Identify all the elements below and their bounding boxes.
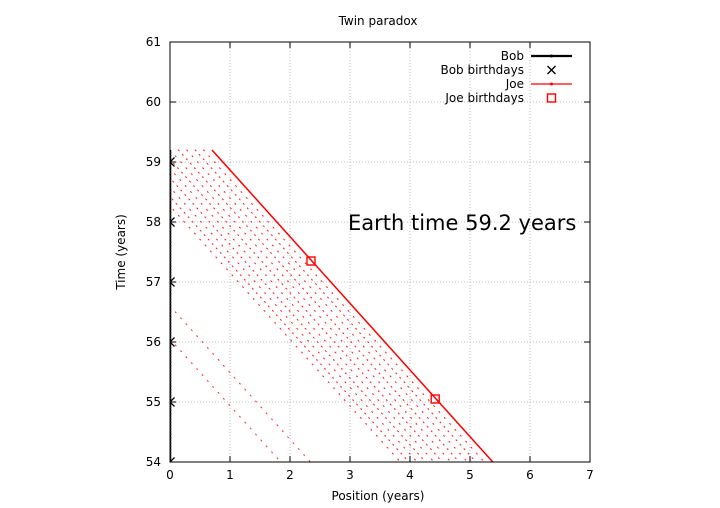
series-line-joe <box>211 149 494 462</box>
y-axis-label: Time (years) <box>114 214 128 291</box>
bob-birthday-stroke <box>170 337 175 343</box>
x-axis-label: Position (years) <box>332 489 425 503</box>
joe-trail-dots <box>170 338 282 462</box>
joe-trail-dots <box>170 149 452 462</box>
plot-frame <box>169 41 591 463</box>
legend-label: Bob birthdays <box>440 63 524 77</box>
chart-annotation: Earth time 59.2 years <box>348 211 576 235</box>
joe-trail-dots <box>170 167 435 462</box>
legend-swatch-point <box>550 54 553 58</box>
joe-trail-dots <box>170 177 427 462</box>
bob-birthday-stroke <box>170 341 175 347</box>
y-tick-label: 54 <box>146 455 161 469</box>
trail-dots-layer <box>170 149 485 462</box>
joe-trail-dots <box>170 305 311 462</box>
y-tick-label: 56 <box>146 335 161 349</box>
x-tick-label: 7 <box>586 468 594 482</box>
bob-birthday-stroke <box>170 221 175 227</box>
x-tick-label: 5 <box>466 468 474 482</box>
grid-layer <box>170 42 590 462</box>
legend-swatch-square <box>546 93 557 103</box>
tick-layer <box>169 41 591 463</box>
bob-birthday-marker <box>170 337 175 347</box>
bob-birthday-stroke <box>170 397 175 403</box>
y-tick-label: 55 <box>146 395 161 409</box>
bob-birthday-marker <box>170 217 175 227</box>
y-tick-label: 57 <box>146 275 161 289</box>
chart-title: Twin paradox <box>338 14 418 28</box>
bob-birthday-stroke <box>170 217 175 223</box>
joe-trail-dots <box>186 149 469 462</box>
joe-birthday-marker <box>430 394 440 404</box>
bob-birthday-marker <box>170 397 175 407</box>
series-layer <box>170 149 494 462</box>
bob-birthday-stroke <box>170 161 175 167</box>
bob-birthday-stroke <box>170 401 175 407</box>
y-tick-label: 60 <box>146 95 161 109</box>
y-tick-label: 58 <box>146 215 161 229</box>
joe-trail-dots <box>203 149 485 462</box>
joe-birthday-marker <box>306 256 316 266</box>
legend-swatch-point <box>550 82 553 86</box>
legend-label: Bob <box>501 49 524 63</box>
x-tick-label: 2 <box>286 468 294 482</box>
joe-trail-dots <box>170 195 410 462</box>
x-tick-label: 1 <box>226 468 234 482</box>
bob-birthday-marker <box>170 277 175 287</box>
legend-swatch-x <box>547 65 556 75</box>
joe-trail-dots <box>170 186 418 462</box>
joe-trail-dots <box>170 158 443 462</box>
legend-label: Joe birthdays <box>444 91 524 105</box>
x-tick-label: 6 <box>526 468 534 482</box>
x-tick-label: 3 <box>346 468 354 482</box>
x-tick-label: 4 <box>406 468 414 482</box>
y-tick-label: 61 <box>146 35 161 49</box>
x-tick-label: 0 <box>166 468 174 482</box>
bob-birthday-stroke <box>170 281 175 287</box>
joe-trail-dots <box>177 149 460 462</box>
legend-label: Joe <box>505 77 524 91</box>
bob-birthday-marker <box>170 457 175 462</box>
bob-birthday-stroke <box>170 277 175 283</box>
y-tick-label: 59 <box>146 155 161 169</box>
joe-trail-dots <box>170 205 401 462</box>
bob-birthday-marker <box>170 157 175 167</box>
bob-birthday-stroke <box>170 157 175 163</box>
joe-trail-dots <box>194 149 477 462</box>
bob-birthday-stroke <box>170 457 175 462</box>
